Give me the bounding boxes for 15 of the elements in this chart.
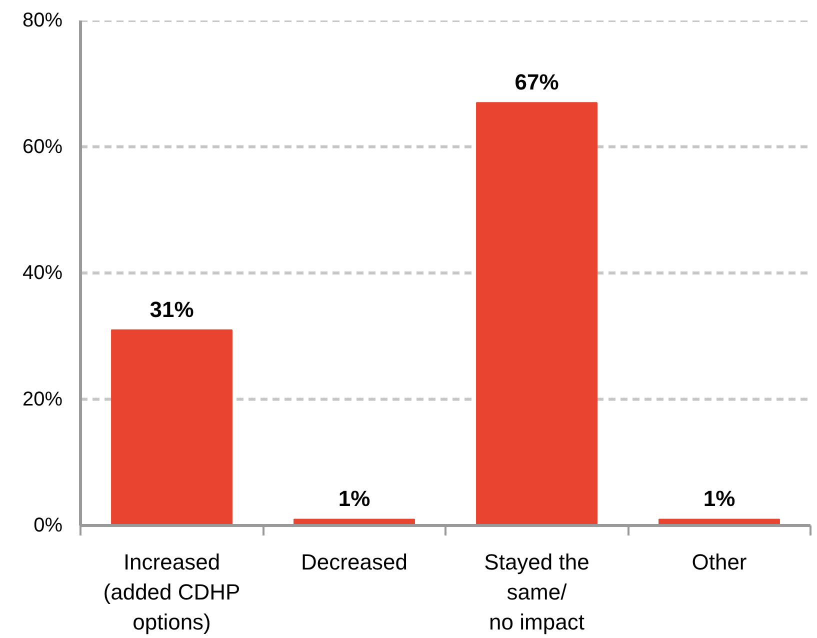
data-label: 1% bbox=[338, 486, 370, 512]
data-label: 31% bbox=[150, 296, 194, 322]
y-tick-label: 40% bbox=[22, 262, 63, 284]
data-label: 1% bbox=[703, 486, 736, 512]
x-tick-label: Stayed the same/ no impact bbox=[484, 550, 590, 634]
y-tick-label: 60% bbox=[22, 136, 63, 158]
y-tick-label: 0% bbox=[34, 514, 63, 536]
bar bbox=[111, 329, 232, 526]
data-label: 67% bbox=[514, 70, 559, 95]
bar bbox=[476, 102, 598, 526]
y-tick-label: 80% bbox=[22, 10, 63, 32]
x-tick-label: Other bbox=[692, 550, 747, 574]
x-tick-label: Increased (added CDHP options) bbox=[103, 550, 240, 634]
y-tick-label: 20% bbox=[22, 388, 63, 410]
x-tick-label: Decreased bbox=[301, 550, 408, 574]
